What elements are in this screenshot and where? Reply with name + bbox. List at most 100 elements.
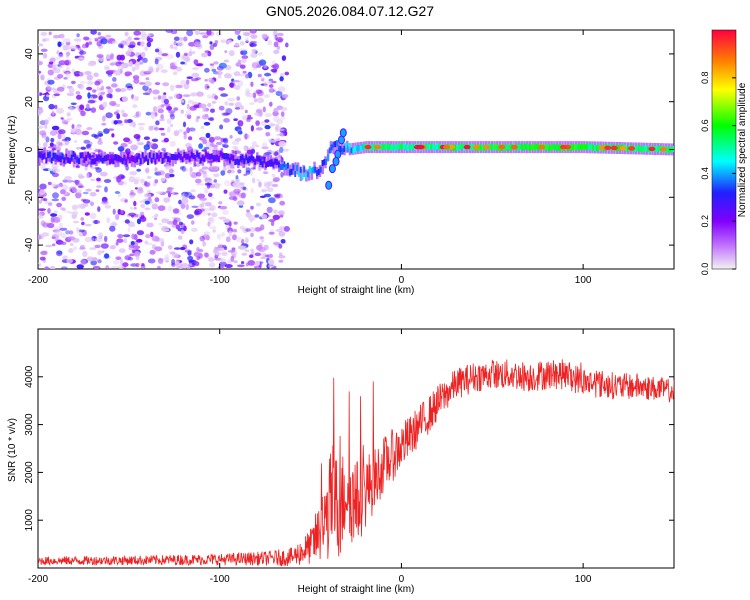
noise-speckle [101,122,107,126]
noise-speckle [149,249,156,255]
ridge-cell [359,145,362,152]
noise-speckle [137,122,146,126]
noise-speckle [222,209,229,215]
noise-speckle [234,42,239,47]
noise-speckle [213,136,222,141]
ridge-cell [490,144,493,150]
ridge-cell [666,147,669,153]
ridge-cell [127,153,129,160]
noise-speckle [90,30,97,35]
noise-speckle [256,178,260,182]
noise-speckle [210,196,215,200]
ridge-cell [267,161,269,167]
noise-speckle [188,195,196,200]
noise-speckle [215,252,222,256]
noise-speckle [244,88,251,93]
snr-frame [37,328,675,569]
noise-speckle [242,186,247,190]
noise-speckle [217,266,225,269]
noise-speckle [163,197,171,203]
ridge-cell [223,153,226,160]
ridge-cell [143,156,146,163]
noise-speckle [109,101,117,106]
noise-speckle [104,253,110,259]
noise-speckle [76,33,80,38]
noise-speckle [140,178,145,184]
noise-speckle [207,145,216,152]
noise-speckle [167,192,172,198]
noise-speckle [245,167,251,173]
noise-speckle [230,255,235,262]
noise-speckle [279,76,284,82]
ridge-cell [87,151,90,158]
ridge-cell [54,152,57,159]
ridge-cell [308,166,311,172]
ridge-cell [114,154,117,160]
noise-speckle [201,114,209,120]
noise-speckle [128,44,136,48]
noise-speckle [266,206,273,214]
ridge-branch [325,180,333,190]
noise-speckle [185,203,189,211]
noise-speckle [94,166,100,170]
noise-speckle [161,147,166,152]
ridge-cell [225,153,228,159]
ridge-cell [72,151,75,157]
noise-speckle [160,114,164,120]
ridge-cell [254,158,257,165]
noise-speckle [119,258,124,265]
ridge-cell [101,157,104,164]
ridge-cell [245,154,248,161]
ridge-cell [123,154,126,161]
noise-speckle [273,41,279,48]
noise-speckle [161,228,170,232]
noise-speckle [129,253,135,257]
ridge-cell [58,155,60,162]
noise-speckle [115,88,122,92]
noise-speckle [52,63,58,68]
noise-speckle [152,106,158,113]
ridge-halo [68,150,71,163]
noise-speckle [204,83,210,90]
ridge-cell [408,144,411,151]
noise-speckle [51,198,60,202]
noise-speckle [114,191,121,194]
noise-speckle [202,35,209,39]
noise-speckle [97,206,101,212]
noise-speckle [233,221,238,225]
ridge-cell [305,172,308,179]
noise-speckle [252,92,257,99]
noise-speckle [168,96,173,100]
noise-speckle [249,254,254,258]
ridge-cell [107,154,110,161]
ridge-cell [479,144,482,151]
spectrogram-xtick-label: -200 [28,275,48,286]
noise-speckle [274,194,282,199]
noise-speckle [39,130,47,136]
noise-speckle [68,230,74,235]
noise-speckle [267,259,275,265]
noise-speckle [115,256,122,261]
ridge-cell [154,158,157,165]
noise-speckle [51,111,55,116]
noise-speckle [127,47,134,52]
noise-speckle [203,231,210,235]
noise-speckle [253,98,258,103]
noise-speckle [38,125,44,129]
ridge-cell [156,153,159,160]
noise-speckle [141,33,149,37]
noise-speckle [128,212,137,217]
ridge-peak [374,144,382,150]
noise-speckle [249,30,257,34]
noise-speckle [142,57,148,63]
noise-speckle [155,236,160,242]
noise-speckle [96,177,101,182]
noise-speckle [61,196,67,201]
noise-speckle [209,225,217,230]
noise-speckle [90,107,97,113]
ridge-cell [572,144,575,151]
noise-speckle [200,125,205,130]
noise-speckle [238,130,243,135]
noise-speckle [245,37,249,42]
noise-speckle [138,263,142,266]
